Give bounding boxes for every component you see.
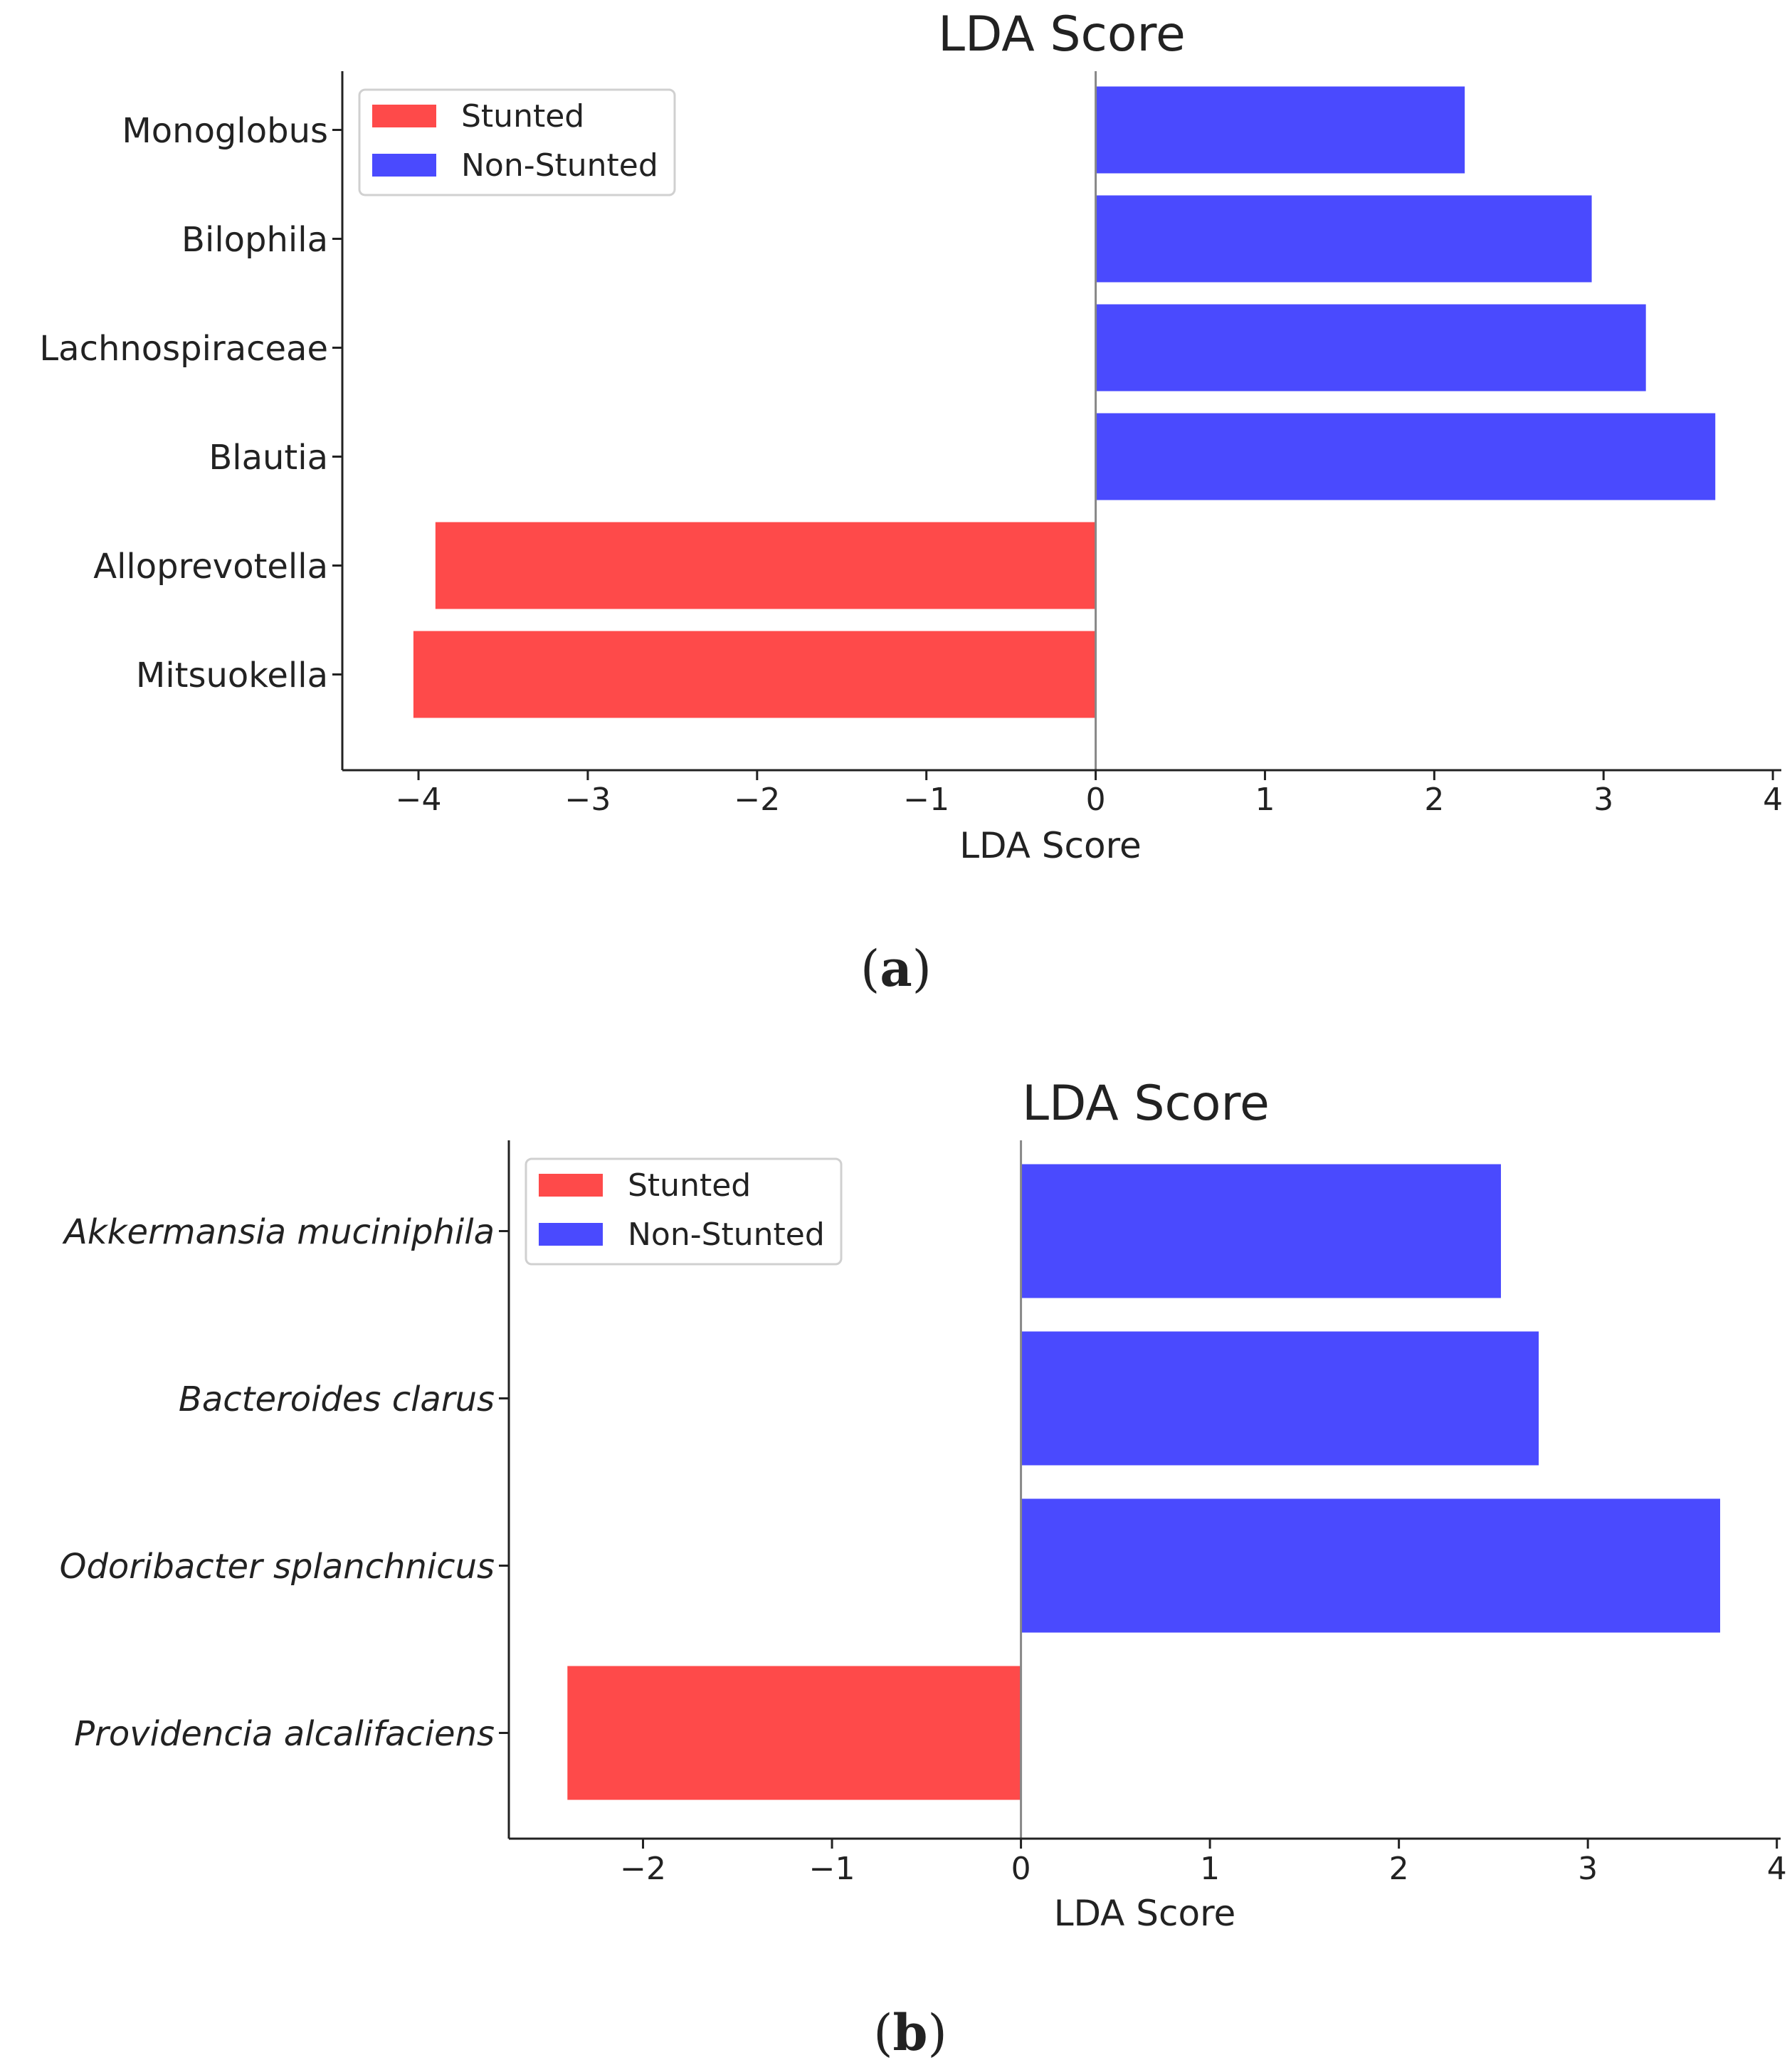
bar-stunted: [413, 631, 1096, 718]
chart-title: LDA Score: [1022, 1076, 1270, 1132]
bar-non-stunted: [1095, 86, 1465, 174]
category-label: Lachnospiraceae: [39, 329, 328, 369]
x-tick-label: −1: [903, 782, 949, 818]
legend-frame: [358, 88, 676, 196]
x-axis-label: LDA Score: [959, 825, 1142, 866]
x-tick-label: 3: [1578, 1851, 1598, 1887]
category-label: Mitsuokella: [136, 656, 328, 695]
category-label: Odoribacter splanchnicus: [60, 1547, 495, 1587]
chart-title: LDA Score: [938, 6, 1186, 63]
category-label: Akkermansia muciniphila: [62, 1212, 495, 1252]
bar-non-stunted: [1021, 1331, 1539, 1466]
chart-a: LDA Score Monoglobus Bilophila Lachnospirac…: [39, 6, 1783, 998]
x-tick-label: 0: [1086, 782, 1106, 818]
bar-non-stunted: [1095, 195, 1592, 283]
category-label: Bilophila: [181, 220, 328, 260]
legend: Stunted Non-Stunted: [525, 1157, 843, 1266]
legend-label-non-stunted: Non-Stunted: [461, 147, 658, 184]
bar-stunted: [567, 1666, 1021, 1800]
x-tick-label: 1: [1255, 782, 1275, 818]
category-label: Providencia alcalifaciens: [74, 1714, 495, 1754]
category-label: Alloprevotella: [93, 547, 328, 587]
x-tick-label: 0: [1011, 1851, 1031, 1887]
legend-frame: [525, 1157, 843, 1266]
x-tick-label: 3: [1593, 782, 1613, 818]
x-tick-label: 4: [1767, 1851, 1787, 1887]
bar-stunted: [435, 522, 1096, 609]
x-tick-label: 1: [1200, 1851, 1220, 1887]
category-label: Bacteroides clarus: [179, 1380, 495, 1419]
legend-swatch-non-stunted: [539, 1223, 603, 1246]
legend-label-non-stunted: Non-Stunted: [628, 1217, 825, 1253]
x-tick-label: −3: [564, 782, 611, 818]
legend-swatch-non-stunted: [372, 154, 436, 177]
panel-label: (b): [873, 2003, 947, 2062]
bar-non-stunted: [1021, 1164, 1502, 1298]
panel-label: (a): [860, 939, 932, 998]
bar-non-stunted: [1021, 1498, 1721, 1633]
chart-b: LDA Score Akkermansia muciniphila Bacteroi…: [60, 1076, 1787, 2062]
x-tick-label: 2: [1389, 1851, 1409, 1887]
legend-label-stunted: Stunted: [461, 98, 584, 135]
legend-swatch-stunted: [372, 105, 436, 127]
x-tick-label: −2: [620, 1851, 666, 1887]
bar-non-stunted: [1095, 304, 1646, 392]
category-label: Blautia: [209, 438, 328, 478]
x-tick-label: −4: [396, 782, 442, 818]
x-axis-label: LDA Score: [1054, 1893, 1236, 1934]
bar-non-stunted: [1095, 413, 1716, 500]
legend: Stunted Non-Stunted: [358, 88, 676, 196]
x-tick-label: −1: [809, 1851, 855, 1887]
x-tick-label: −2: [734, 782, 780, 818]
legend-label-stunted: Stunted: [628, 1167, 751, 1204]
legend-swatch-stunted: [539, 1174, 603, 1197]
x-tick-label: 4: [1763, 782, 1783, 818]
x-tick-label: 2: [1424, 782, 1444, 818]
category-label: Monoglobus: [122, 111, 328, 151]
